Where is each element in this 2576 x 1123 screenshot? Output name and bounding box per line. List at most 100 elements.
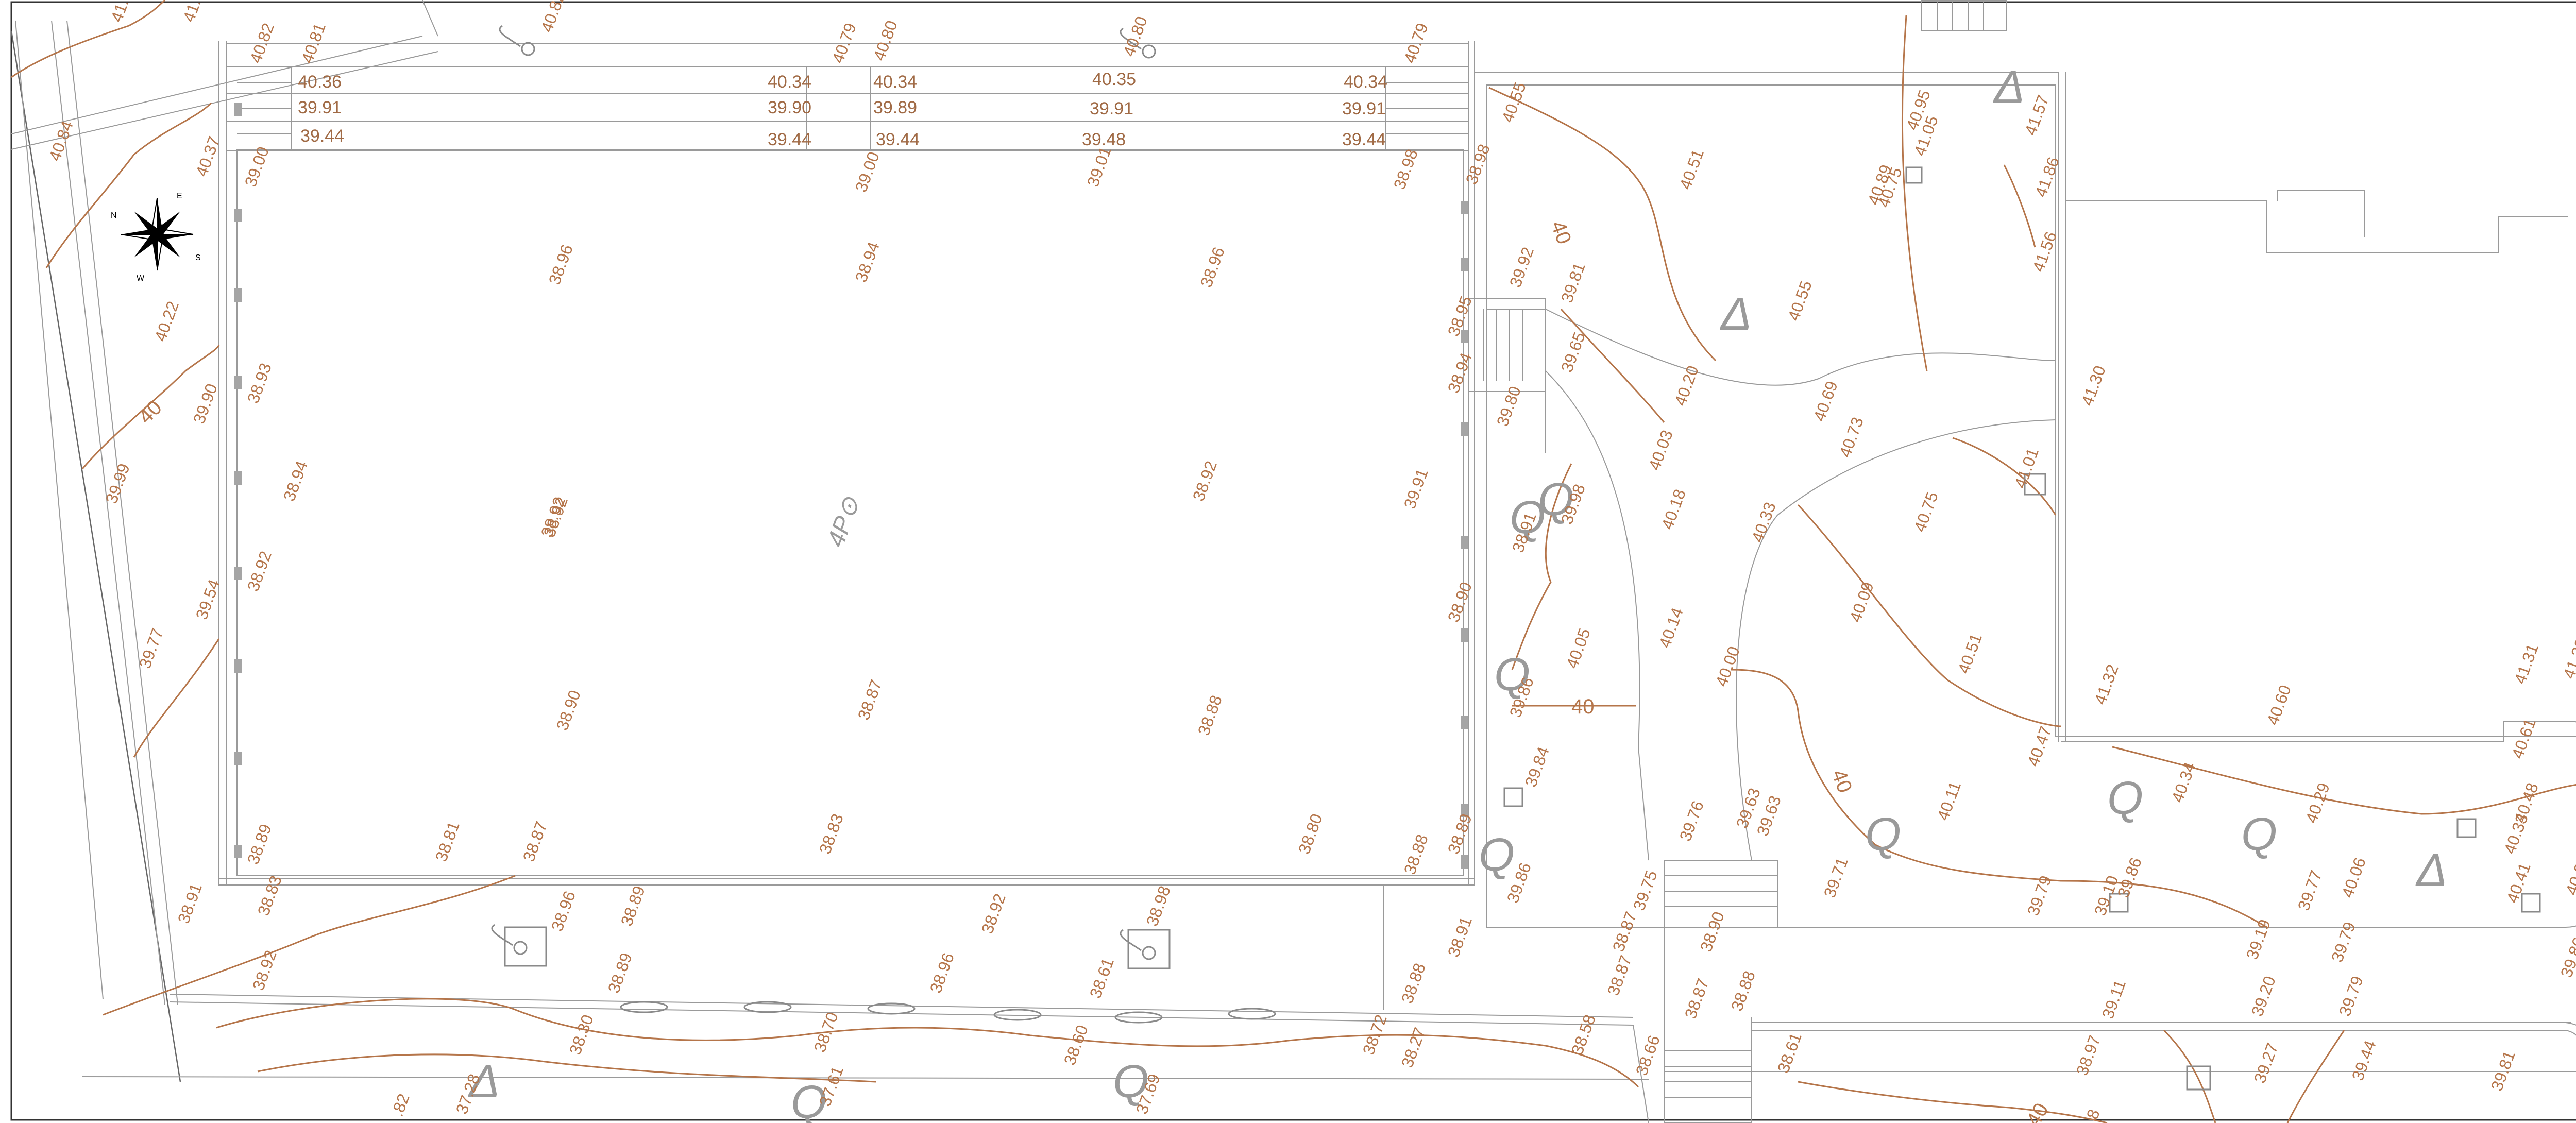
svg-text:Δ: Δ bbox=[2415, 845, 2447, 896]
spot-height: 39.20 bbox=[2248, 974, 2279, 1019]
spot-height: 39.81 bbox=[1557, 260, 1589, 305]
spot-height: 39.77 bbox=[135, 626, 167, 671]
spot-height: 39.99 bbox=[102, 461, 133, 506]
spot-height: 40.33 bbox=[2500, 811, 2532, 857]
spot-height: 39.75 bbox=[1630, 868, 1661, 913]
step-height: 40.34 bbox=[1344, 72, 1387, 92]
spot-height: 40.11 bbox=[1934, 779, 1964, 823]
spot-height: 38.83 bbox=[816, 811, 847, 857]
spot-height: 41.57 bbox=[2021, 93, 2053, 138]
spot-height: 40.82 bbox=[537, 0, 569, 35]
spot-height: 39.76 bbox=[1676, 798, 1707, 844]
spot-height: 38.96 bbox=[926, 950, 958, 996]
spot-height: 39.84 bbox=[1521, 744, 1553, 790]
spot-height: 40.80 bbox=[870, 18, 901, 63]
spot-height: 39.00 bbox=[852, 149, 883, 195]
step-height: 39.91 bbox=[1090, 99, 1133, 118]
spot-height: 38.89 bbox=[1444, 811, 1476, 857]
spot-height: .82 bbox=[388, 1091, 413, 1119]
spot-height: 38.61 bbox=[1774, 1030, 1805, 1076]
step-height: 39.44 bbox=[768, 130, 811, 149]
spot-height: 38.91 bbox=[174, 881, 206, 926]
svg-text:Q: Q bbox=[1113, 1056, 1149, 1108]
spot-height: 38.92 bbox=[249, 948, 280, 993]
spot-height: 39.81 bbox=[2487, 1048, 2519, 1094]
tree-symbols: Q Q Q Q Q Q Q Q Q Δ Δ Δ Δ bbox=[468, 62, 2447, 1123]
step-height: 40.34 bbox=[768, 72, 811, 92]
step-height: 39.44 bbox=[1342, 130, 1386, 149]
step-height: 39.48 bbox=[1082, 130, 1126, 149]
compass-s: S bbox=[195, 253, 201, 262]
top-steps bbox=[227, 43, 1468, 151]
spot-height: 38.96 bbox=[1197, 245, 1228, 290]
spot-height: 41.06 bbox=[107, 0, 139, 24]
spot-height: 40.47 bbox=[2024, 724, 2055, 769]
spot-height: 40.34 bbox=[2168, 760, 2199, 805]
spot-height: 38.89 bbox=[617, 883, 649, 929]
spot-height: 38.83 bbox=[254, 873, 285, 918]
spot-height: 40.69 bbox=[1810, 379, 1841, 424]
spot-height: 40.73 bbox=[1836, 415, 1867, 460]
spot-height: 38.27 bbox=[1398, 1025, 1429, 1070]
spot-height: 38.92 bbox=[1189, 458, 1221, 504]
step-height: 39.91 bbox=[298, 98, 342, 117]
svg-text:Q: Q bbox=[2107, 773, 2143, 824]
spot-height: 38.61 bbox=[1086, 956, 1117, 1001]
spot-height: 40.75 bbox=[1910, 489, 1942, 535]
contour-label: 40 bbox=[134, 396, 166, 429]
spot-height: 38.87 bbox=[1609, 909, 1640, 955]
spot-height: 38.90 bbox=[553, 688, 584, 733]
svg-text:Δ: Δ bbox=[468, 1056, 500, 1108]
spot-height: 38.92 bbox=[244, 549, 275, 594]
spot-height: 38.93 bbox=[244, 361, 275, 406]
spot-height: 38.90 bbox=[1697, 909, 1728, 955]
spot-height: 39.79 bbox=[2335, 974, 2367, 1019]
compass-w: W bbox=[137, 274, 145, 283]
spot-height: 40.51 bbox=[1954, 631, 1986, 676]
spot-height: 40.79 bbox=[1400, 21, 1432, 66]
spot-height: 38.96 bbox=[545, 242, 577, 287]
spot-height: 39.27 bbox=[2250, 1041, 2282, 1086]
spot-height: 41.01 bbox=[2011, 446, 2042, 491]
lamp-symbols bbox=[491, 25, 2541, 1091]
spot-height: 40.05 bbox=[1563, 626, 1594, 671]
spot-height: 38.88 bbox=[1194, 693, 1226, 738]
spot-height: 38.91 bbox=[1444, 914, 1476, 960]
compass-n: N bbox=[111, 211, 117, 220]
spot-height: 38.98 bbox=[1462, 142, 1494, 187]
spot-height: 39.92 bbox=[1506, 245, 1537, 290]
spot-height: 38.92 bbox=[978, 891, 1009, 937]
spot-height: 39.71 bbox=[1820, 855, 1852, 900]
svg-text:Q: Q bbox=[2241, 809, 2277, 860]
spot-height: 38.94 bbox=[1444, 350, 1476, 396]
spot-height: 41.31 bbox=[2511, 641, 2542, 687]
central-square bbox=[218, 41, 1475, 886]
spot-height: 38.94 bbox=[852, 240, 883, 285]
spot-height: 40.81 bbox=[298, 21, 329, 66]
spot-height: 38.60 bbox=[1060, 1023, 1092, 1068]
spot-height: 40.03 bbox=[1645, 428, 1676, 473]
compass-rose-icon: N E S W bbox=[111, 192, 201, 283]
spot-height: 40.14 bbox=[1655, 605, 1687, 651]
map-frame bbox=[10, 1, 2576, 1121]
spot-height: 40.06 bbox=[2338, 855, 2369, 900]
contour-label: 40 bbox=[1571, 695, 1595, 718]
spot-height: 41. bbox=[179, 0, 205, 24]
spot-height: 38.87 bbox=[854, 677, 886, 723]
spot-height: 40.51 bbox=[1676, 147, 1707, 192]
spot-height: 39.86 bbox=[2114, 855, 2145, 900]
svg-text:Q: Q bbox=[1494, 649, 1530, 701]
right-garden-area bbox=[1475, 72, 2576, 928]
svg-text:Q: Q bbox=[1479, 829, 1515, 881]
spot-height: 38.87 bbox=[1604, 953, 1635, 998]
edge-posts bbox=[234, 103, 1468, 869]
contour-lines bbox=[11, 0, 2576, 1123]
spot-height: 38.98 bbox=[1390, 147, 1421, 192]
spot-height: 38.81 bbox=[432, 819, 463, 864]
spot-height: 39.91 bbox=[1400, 466, 1432, 512]
spot-height: 40.22 bbox=[151, 299, 182, 344]
svg-text:Q: Q bbox=[1865, 809, 1901, 860]
shrub-row bbox=[620, 1001, 1276, 1024]
